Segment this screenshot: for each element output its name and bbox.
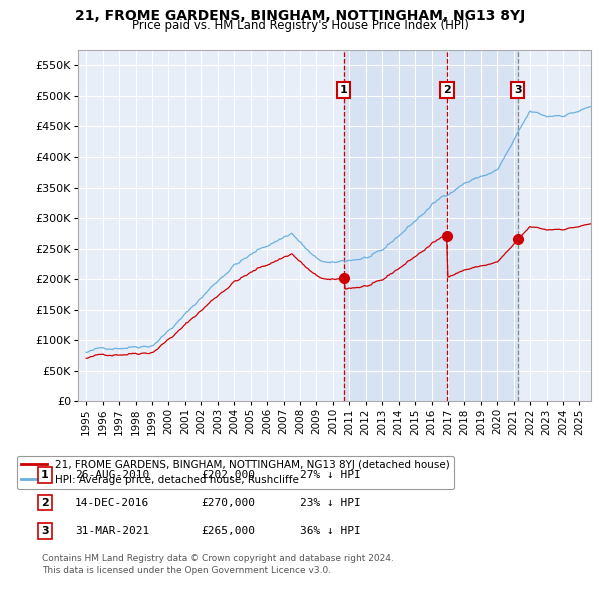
Text: 2: 2 (41, 498, 49, 507)
Text: 3: 3 (514, 85, 521, 95)
Text: 1: 1 (340, 85, 347, 95)
Text: 27% ↓ HPI: 27% ↓ HPI (300, 470, 361, 480)
Text: 26-AUG-2010: 26-AUG-2010 (75, 470, 149, 480)
Text: £202,000: £202,000 (201, 470, 255, 480)
Text: Contains HM Land Registry data © Crown copyright and database right 2024.: Contains HM Land Registry data © Crown c… (42, 555, 394, 563)
Text: 31-MAR-2021: 31-MAR-2021 (75, 526, 149, 536)
Text: 1: 1 (41, 470, 49, 480)
Text: £265,000: £265,000 (201, 526, 255, 536)
Text: 2: 2 (443, 85, 451, 95)
Text: 3: 3 (41, 526, 49, 536)
Text: Price paid vs. HM Land Registry's House Price Index (HPI): Price paid vs. HM Land Registry's House … (131, 19, 469, 32)
Legend: 21, FROME GARDENS, BINGHAM, NOTTINGHAM, NG13 8YJ (detached house), HPI: Average : 21, FROME GARDENS, BINGHAM, NOTTINGHAM, … (17, 455, 454, 489)
Text: 21, FROME GARDENS, BINGHAM, NOTTINGHAM, NG13 8YJ: 21, FROME GARDENS, BINGHAM, NOTTINGHAM, … (75, 9, 525, 23)
Text: 36% ↓ HPI: 36% ↓ HPI (300, 526, 361, 536)
Text: This data is licensed under the Open Government Licence v3.0.: This data is licensed under the Open Gov… (42, 566, 331, 575)
Text: 14-DEC-2016: 14-DEC-2016 (75, 498, 149, 507)
Text: 23% ↓ HPI: 23% ↓ HPI (300, 498, 361, 507)
Text: £270,000: £270,000 (201, 498, 255, 507)
